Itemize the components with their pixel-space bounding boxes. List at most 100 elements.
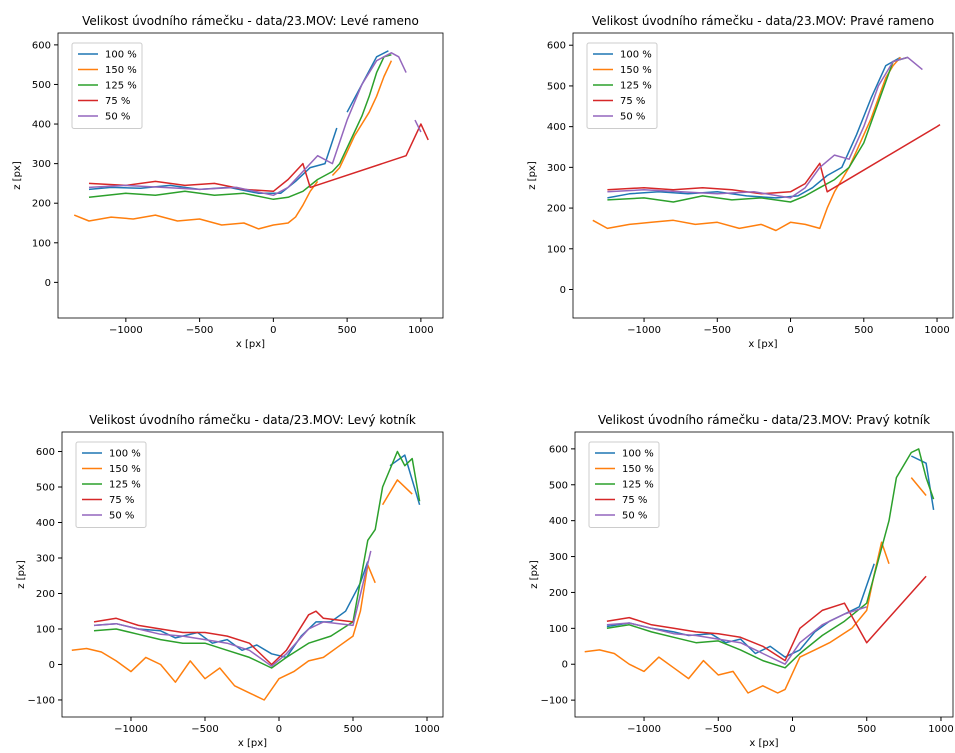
legend-box — [71, 42, 143, 129]
x-tick-label: 0 — [276, 724, 282, 735]
y-tick-label: 0 — [560, 285, 566, 296]
legend-label: 75 % — [105, 96, 130, 107]
line-series — [94, 515, 424, 666]
plot-area — [73, 51, 429, 230]
x-tick-label: −1000 — [627, 724, 661, 735]
legend-label: 125 % — [620, 81, 652, 92]
legend-box — [75, 441, 147, 528]
legend-box — [588, 441, 660, 528]
plot-area — [592, 56, 941, 232]
y-tick-label: 600 — [547, 41, 566, 52]
legend-label: 50 % — [622, 511, 647, 522]
subplot: Velikost úvodního rámečku - data/23.MOV:… — [12, 14, 444, 350]
x-tick-label: −1000 — [627, 325, 661, 336]
x-tick-label: 0 — [787, 325, 793, 336]
x-axis-label: x [px] — [749, 738, 778, 749]
y-tick-label: 0 — [562, 660, 568, 671]
y-tick-label: 500 — [549, 480, 568, 491]
y-tick-label: 600 — [36, 447, 55, 458]
y-axis-label: z [px] — [527, 161, 538, 190]
chart-title: Velikost úvodního rámečku - data/23.MOV:… — [82, 14, 419, 28]
legend-box — [586, 42, 658, 129]
legend-label: 100 % — [109, 449, 141, 460]
y-axis-label: z [px] — [16, 560, 27, 589]
legend-label: 75 % — [109, 495, 134, 506]
y-tick-label: 500 — [547, 81, 566, 92]
y-tick-label: 100 — [549, 624, 568, 635]
x-tick-label: 1000 — [928, 724, 953, 735]
line-series — [606, 448, 935, 669]
y-tick-label: 200 — [547, 204, 566, 215]
subplot: Velikost úvodního rámečku - data/23.MOV:… — [16, 413, 444, 749]
line-series — [88, 123, 429, 193]
legend-label: 50 % — [620, 112, 645, 123]
y-tick-label: 100 — [36, 624, 55, 635]
legend-label: 50 % — [109, 511, 134, 522]
x-tick-label: −1000 — [109, 325, 143, 336]
x-tick-label: 500 — [854, 325, 873, 336]
line-series — [73, 60, 393, 230]
line-series — [93, 450, 421, 669]
line-series — [606, 575, 927, 662]
y-tick-label: 400 — [36, 518, 55, 529]
legend-label: 150 % — [105, 65, 137, 76]
x-tick-label: 0 — [270, 325, 276, 336]
y-tick-label: 300 — [549, 552, 568, 563]
legend: 100 % 150 % 125 % 75 % 50 % — [75, 441, 147, 528]
legend-label: 75 % — [620, 96, 645, 107]
y-tick-label: 0 — [49, 660, 55, 671]
legend-label: 75 % — [622, 495, 647, 506]
x-tick-label: 500 — [338, 325, 357, 336]
legend-label: 150 % — [622, 464, 654, 475]
y-tick-label: 500 — [32, 80, 51, 91]
y-axis-label: z [px] — [529, 560, 540, 589]
y-tick-label: −100 — [28, 695, 55, 706]
legend-label: 100 % — [622, 449, 654, 460]
x-axis-label: x [px] — [236, 339, 265, 350]
y-tick-label: 0 — [45, 278, 51, 289]
y-tick-label: 600 — [549, 444, 568, 455]
y-tick-label: 300 — [36, 553, 55, 564]
y-tick-label: 300 — [547, 163, 566, 174]
line-series — [71, 479, 413, 701]
line-series — [584, 477, 927, 694]
legend-label: 100 % — [620, 50, 652, 61]
line-series — [607, 56, 923, 199]
y-tick-label: 600 — [32, 40, 51, 51]
plot-area — [584, 448, 935, 694]
subplot: Velikost úvodního rámečku - data/23.MOV:… — [527, 14, 954, 350]
x-tick-label: 0 — [789, 724, 795, 735]
legend: 100 % 150 % 125 % 75 % 50 % — [71, 42, 143, 129]
legend-label: 100 % — [105, 50, 137, 61]
y-tick-label: 200 — [32, 199, 51, 210]
plot-area — [71, 450, 424, 701]
line-series — [607, 123, 941, 195]
y-tick-label: 300 — [32, 159, 51, 170]
x-tick-label: 1000 — [408, 325, 433, 336]
y-tick-label: 400 — [549, 516, 568, 527]
x-tick-label: −500 — [191, 724, 218, 735]
x-tick-label: 500 — [343, 724, 362, 735]
x-axis-label: x [px] — [238, 738, 267, 749]
line-series — [93, 610, 354, 666]
legend-label: 125 % — [622, 480, 654, 491]
x-tick-label: −500 — [704, 325, 731, 336]
x-tick-label: −500 — [186, 325, 213, 336]
chart-title: Velikost úvodního rámečku - data/23.MOV:… — [592, 14, 934, 28]
legend-label: 150 % — [620, 65, 652, 76]
legend-label: 50 % — [105, 112, 130, 123]
y-tick-label: 100 — [32, 238, 51, 249]
line-series — [592, 56, 901, 232]
x-axis-label: x [px] — [748, 339, 777, 350]
line-series — [606, 606, 867, 665]
y-tick-label: 400 — [547, 122, 566, 133]
x-tick-label: 1000 — [414, 724, 439, 735]
chart-title: Velikost úvodního rámečku - data/23.MOV:… — [598, 413, 930, 427]
y-axis-label: z [px] — [12, 161, 23, 190]
x-tick-label: −500 — [705, 724, 732, 735]
chart-title: Velikost úvodního rámečku - data/23.MOV:… — [89, 413, 416, 427]
x-tick-label: −1000 — [114, 724, 148, 735]
y-tick-label: 100 — [547, 244, 566, 255]
y-tick-label: 500 — [36, 483, 55, 494]
